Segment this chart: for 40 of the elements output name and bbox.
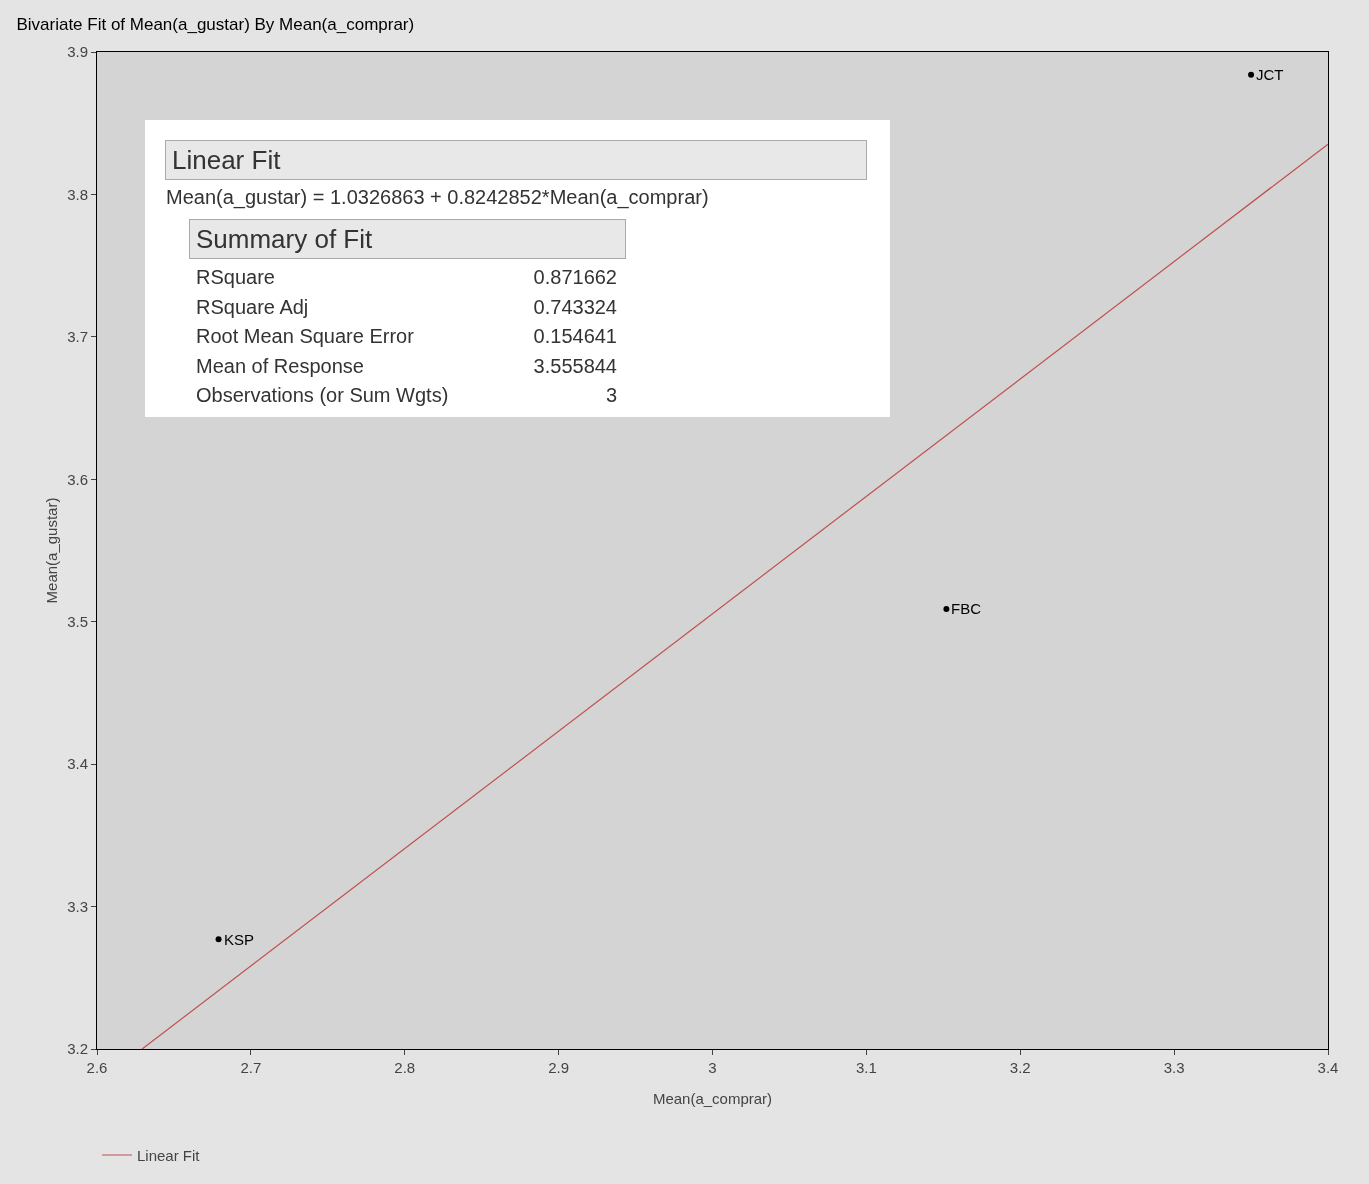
annotation: 0.154641 [533,325,617,348]
legend-label: Linear Fit [137,1146,201,1164]
y-tick-label: 3.8 [67,185,88,203]
annotation: Mean(a_gustar) = 1.0326863 + 0.8242852*Mean(a_comprar) [166,186,709,209]
annotation: Mean of Response [196,354,364,378]
annotation: RSquare [196,266,275,289]
x-tick-label: 3.3 [1163,1059,1185,1076]
annotation: 0.871662 [533,266,617,289]
x-tick-label: 3 [708,1059,717,1076]
y-tick-label: 3.2 [67,1040,88,1058]
annotation: 0.743324 [533,295,617,319]
x-tick-label: 3.4 [1317,1059,1339,1076]
point [943,605,950,612]
y-tick-label: 3.6 [67,470,88,488]
y-tick-label: 3.9 [67,43,88,61]
annotation: JCT [1256,66,1284,83]
chart-title: Bivariate Fit of Mean(a_gustar) By Mean(a_comprar) [16,14,415,34]
annotation: Root Mean Square Error [196,325,414,348]
y-tick-label: 3.7 [67,328,88,346]
y-axis-title: Mean(a_gustar) [43,497,60,604]
point [1248,71,1255,78]
x-axis-title: Mean(a_comprar) [652,1090,773,1107]
x-tick-label: 2.9 [548,1059,570,1076]
y-tick-label: 3.4 [67,755,88,773]
x-tick-label: 2.7 [240,1059,262,1076]
annotation: 3 [605,384,617,407]
x-tick-label: 3.1 [855,1059,877,1076]
annotation: RSquare Adj [196,295,309,319]
annotation: 3.555844 [533,354,617,378]
x-tick-label: 2.6 [86,1059,108,1076]
annotation: Linear Fit [165,140,867,180]
annotation: Observations (or Sum Wgts) [196,384,449,407]
annotation: KSP [224,931,255,948]
y-tick-label: 3.5 [67,612,88,630]
y-tick-label: 3.3 [67,897,88,915]
x-tick-label: 3.2 [1009,1059,1031,1076]
annotation: FBC [951,600,982,617]
annotation: Summary of Fit [189,219,626,259]
x-tick-label: 2.8 [394,1059,416,1076]
point [215,936,222,943]
